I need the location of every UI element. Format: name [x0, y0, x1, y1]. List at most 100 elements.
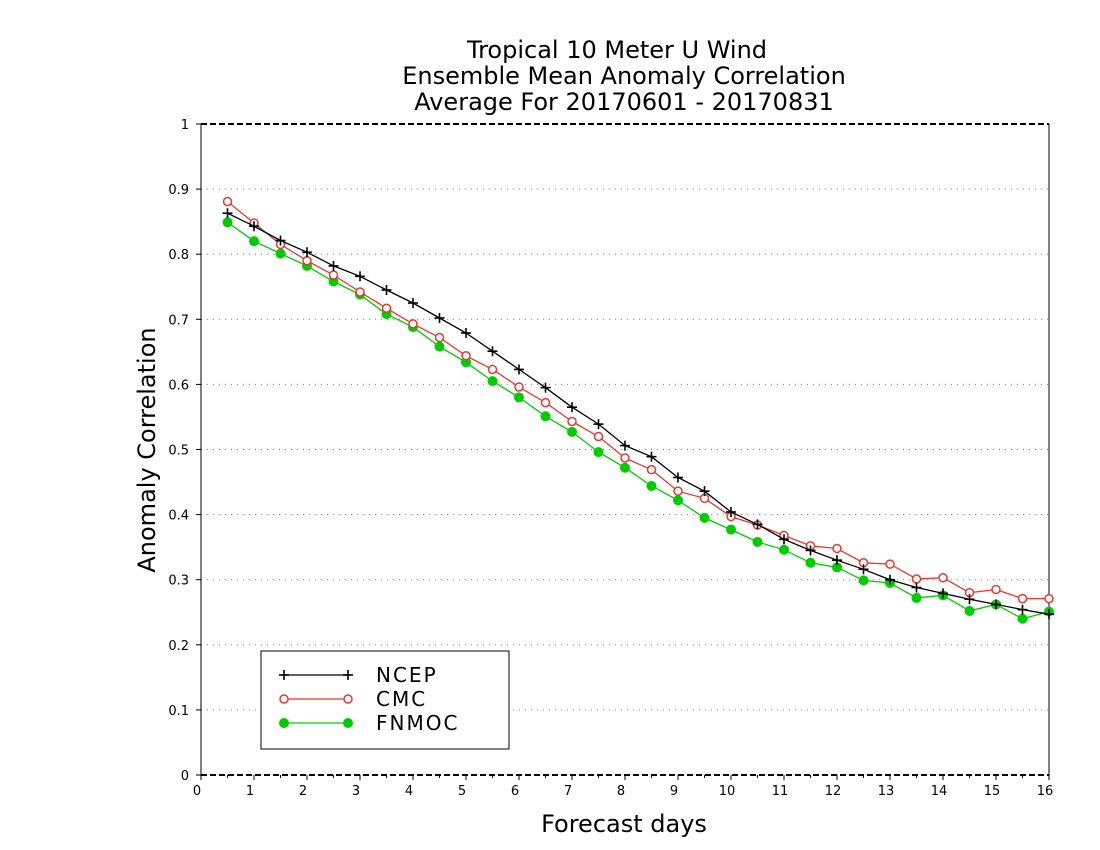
data-point-cmc — [646, 464, 657, 475]
data-point-fnmoc — [275, 248, 286, 259]
data-point-cmc — [302, 255, 312, 266]
data-point-cmc — [328, 270, 339, 280]
data-point-fnmoc — [752, 536, 763, 547]
data-point-ncep — [461, 327, 471, 338]
data-point-ncep — [302, 247, 312, 258]
data-point-ncep — [567, 402, 577, 413]
data-point-fnmoc — [487, 376, 498, 387]
x-tick-label: 12 — [825, 784, 842, 799]
data-point-ncep — [699, 486, 710, 497]
data-point-ncep — [885, 574, 895, 585]
x-tick-label: 7 — [564, 784, 572, 799]
data-point-ncep — [355, 271, 365, 282]
data-point-fnmoc — [779, 544, 789, 555]
y-tick-label: 0.9 — [168, 183, 189, 198]
y-tick-label: 0.6 — [168, 378, 189, 393]
legend-item-ncep: NCEP — [279, 663, 438, 687]
x-tick-label: 8 — [617, 784, 625, 799]
data-point-fnmoc — [964, 605, 975, 616]
data-point-ncep — [673, 472, 683, 483]
x-tick-label: 10 — [719, 784, 736, 799]
data-point-ncep — [1044, 609, 1054, 620]
data-point-ncep — [514, 364, 524, 375]
legend-marker-fnmoc — [279, 718, 289, 728]
data-point-cmc — [885, 559, 895, 569]
data-point-ncep — [911, 582, 922, 593]
data-point-cmc — [540, 397, 551, 408]
data-point-fnmoc — [540, 411, 551, 422]
series-fnmoc — [222, 217, 1054, 624]
data-point-fnmoc — [249, 236, 259, 247]
x-tick-label: 5 — [458, 784, 466, 799]
y-tick-label: 0.7 — [168, 313, 189, 328]
data-point-fnmoc — [222, 217, 233, 228]
data-point-cmc — [1044, 593, 1054, 604]
y-axis-ticks: 0 0.1 0.2 0.3 0.4 0.5 0.6 0.7 0.8 0.9 1 — [168, 118, 201, 784]
series-ncep — [222, 208, 1054, 620]
y-tick-label: 0.4 — [168, 509, 189, 524]
y-axis-label: Anomaly Correlation — [133, 327, 161, 572]
chart-title: Tropical 10 Meter U Wind Ensemble Mean A… — [402, 36, 846, 116]
data-point-fnmoc — [593, 447, 604, 458]
x-tick-label: 9 — [670, 784, 678, 799]
data-point-cmc — [832, 543, 842, 554]
data-point-ncep — [381, 285, 392, 296]
data-point-ncep — [991, 599, 1001, 610]
data-point-ncep — [328, 260, 339, 271]
data-point-fnmoc — [646, 480, 657, 491]
data-point-fnmoc — [514, 392, 524, 403]
x-tick-label: 14 — [931, 784, 948, 799]
data-point-ncep — [275, 235, 286, 246]
data-point-cmc — [567, 416, 577, 427]
y-tick-label: 0 — [181, 769, 189, 784]
x-tick-label: 11 — [772, 784, 789, 799]
data-point-ncep — [249, 221, 259, 232]
y-tick-label: 0.2 — [168, 639, 189, 654]
title-line-3: Average For 20170601 - 20170831 — [414, 88, 834, 116]
data-point-ncep — [593, 419, 604, 430]
y-tick-label: 0.3 — [168, 574, 189, 589]
data-point-fnmoc — [434, 341, 445, 352]
series-cmc — [222, 196, 1054, 604]
data-point-ncep — [858, 564, 869, 575]
legend-marker-cmc — [343, 694, 353, 704]
x-axis-label: Forecast days — [541, 810, 707, 838]
data-point-ncep — [434, 312, 445, 323]
data-point-ncep — [964, 594, 975, 605]
data-point-cmc — [381, 303, 392, 313]
data-point-fnmoc — [699, 512, 710, 523]
data-point-ncep — [620, 440, 630, 451]
data-point-ncep — [938, 588, 948, 599]
title-line-2: Ensemble Mean Anomaly Correlation — [402, 62, 846, 90]
legend-label-ncep: NCEP — [376, 663, 438, 687]
data-point-ncep — [726, 506, 736, 517]
data-point-cmc — [514, 382, 524, 392]
x-tick-label: 15 — [984, 784, 1001, 799]
data-point-cmc — [593, 431, 604, 442]
x-tick-label: 2 — [299, 784, 307, 799]
x-axis-ticks: 0 1 2 3 4 5 6 7 8 9 10 11 12 13 14 15 16 — [193, 775, 1053, 799]
legend-item-fnmoc: FNMOC — [279, 711, 457, 735]
data-point-ncep — [487, 346, 498, 357]
data-point-cmc — [991, 584, 1001, 595]
data-point-fnmoc — [1017, 613, 1028, 624]
x-tick-label: 0 — [193, 784, 201, 799]
data-point-cmc — [673, 486, 683, 496]
data-point-cmc — [355, 287, 365, 297]
data-point-cmc — [620, 453, 630, 463]
data-point-cmc — [487, 364, 498, 375]
x-tick-label: 4 — [405, 784, 413, 799]
data-point-ncep — [540, 382, 551, 393]
data-point-cmc — [408, 319, 418, 329]
x-tick-label: 1 — [246, 784, 254, 799]
data-point-fnmoc — [911, 592, 922, 603]
y-tick-label: 0.5 — [168, 444, 189, 459]
y-tick-label: 0.8 — [168, 248, 189, 263]
legend-marker-cmc — [279, 694, 289, 704]
data-point-cmc — [434, 332, 445, 343]
x-tick-label: 13 — [878, 784, 895, 799]
x-tick-label: 3 — [352, 784, 360, 799]
data-point-ncep — [779, 534, 789, 545]
x-tick-label: 6 — [511, 784, 519, 799]
